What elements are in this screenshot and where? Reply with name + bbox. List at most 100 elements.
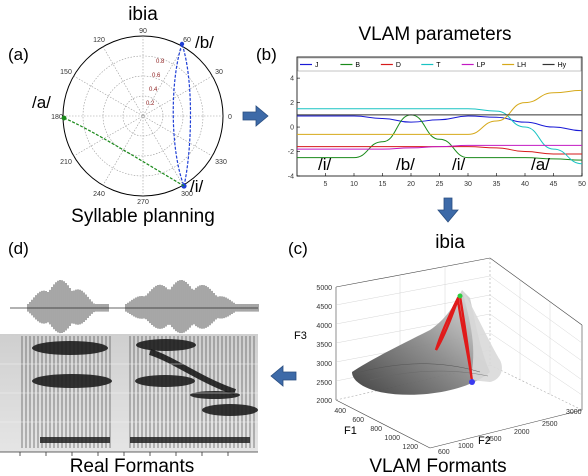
legend-entry: D [396,62,401,69]
legend-entry: LH [517,62,526,69]
x-tick-label: 50 [578,181,586,188]
legend-entry: Hy [558,62,567,69]
legend-entry: T [436,62,441,69]
radius-labels: 0.2 0.4 0.6 0.8 [146,59,165,107]
panel-a-title: ibia [128,4,158,25]
f2-tick: 2500 [542,421,558,428]
formant-trajectory [434,293,475,385]
x-tick-label: 45 [550,181,558,188]
angle-label: 330 [215,159,227,166]
phoneme-label: /b/ [396,155,415,174]
panel-d-letter: (d) [8,239,29,258]
y-tick-label: -4 [288,174,294,181]
f1-tick: 600 [352,417,364,424]
f1-tick: 800 [370,426,382,433]
f3-tick: 4500 [316,304,332,311]
series-line-b [297,114,583,161]
a-trajectory [61,115,185,187]
f3-tick: 3000 [316,361,332,368]
panel-c: (c) ibia [288,232,583,476]
x-tick-label: 25 [436,181,444,188]
y-tick-label: 2 [290,100,294,107]
angle-label: 270 [137,199,149,206]
f2-axis-label: F2 [478,435,491,447]
start-marker [469,379,475,385]
panel-a: (a) ibia 90 60 30 0 330 300 270 240 210 … [8,4,232,227]
parameter-lines [296,89,583,165]
angle-label: 150 [60,69,72,76]
f2-tick: 3000 [566,409,582,416]
formant-surface [352,290,502,395]
phoneme-a-label: /a/ [32,93,51,112]
radius-label: 0.6 [152,73,161,79]
panel-b-title: VLAM parameters [358,24,511,45]
3d-axes-box [335,257,583,449]
x-tick-label: 20 [407,181,415,188]
end-marker [457,293,463,299]
legend-entry: B [355,62,360,69]
f3-tick: 2000 [316,398,332,405]
angle-label: 0 [228,114,232,121]
legend-entry: J [315,62,319,69]
f3-tick: 3500 [316,342,332,349]
x-ticks: 5 10 15 20 25 30 35 40 45 50 [324,173,586,188]
angle-label: 30 [215,69,223,76]
angle-label: 210 [60,159,72,166]
series-line-j [296,115,583,132]
f1-tick: 400 [334,408,346,415]
series-line-lh [297,89,583,135]
legend-entry: LP [477,62,486,69]
angle-label: 120 [93,37,105,44]
series-line-lp [296,144,582,150]
y-tick-label: 0 [290,125,294,132]
panel-d: (d) [0,239,259,476]
f2-ticks: 600 1000 1500 2000 2500 3000 [438,409,582,456]
phoneme-label: /i/ [452,155,466,174]
x-tick-label: 15 [379,181,387,188]
panel-d-caption: Real Formants [70,456,195,476]
arrow-left [270,365,297,387]
f3-tick: 5000 [316,285,332,292]
f1-axis-label: F1 [344,425,357,437]
panel-c-caption: VLAM Formants [369,456,506,476]
y-ticks: 4 2 0 -2 -4 [288,76,300,181]
f2-tick: 600 [438,449,450,456]
f3-axis-label: F3 [294,330,307,342]
spectrogram [0,334,258,456]
phoneme-i-label: /i/ [190,177,204,196]
x-tick-label: 10 [350,181,358,188]
angle-label: 180 [51,114,63,121]
f1-ticks: 400 600 800 1000 1200 [334,408,418,451]
angle-label: 90 [139,28,147,35]
panel-c-letter: (c) [288,239,308,258]
f2-tick: 2000 [514,429,530,436]
panel-b-letter: (b) [256,45,277,64]
f2-tick: 1500 [486,436,502,443]
x-tick-label: 30 [464,181,472,188]
x-tick-label: 40 [521,181,529,188]
f2-tick: 1000 [458,443,474,450]
arrow-right [242,105,269,127]
y-tick-label: -2 [288,149,294,156]
angle-label: 60 [183,37,191,44]
arrow-down [437,197,459,223]
f3-tick: 2500 [316,380,332,387]
polar-plot [62,35,224,197]
panel-b: (b) VLAM parameters 420-2-4 5 10 15 20 25 30 3… [256,24,586,188]
radius-label: 0.4 [149,87,158,93]
panel-a-caption: Syllable planning [71,206,215,227]
waveform [10,280,259,334]
panel-a-letter: (a) [8,45,29,64]
series-line-t [296,108,583,165]
x-tick-label: 35 [493,181,501,188]
panel-c-title: ibia [435,232,465,253]
legend: J B D T LP LH Hy [297,57,582,72]
angle-labels: 90 60 30 0 330 300 270 240 210 180 150 1… [51,28,232,206]
x-tick-label: 5 [324,181,328,188]
angle-label: 240 [93,191,105,198]
phoneme-label: /i/ [318,155,332,174]
radius-label: 0.2 [146,101,155,107]
y-tick-label: 4 [290,76,294,83]
phoneme-label: /a/ [531,155,550,174]
f1-tick: 1000 [384,435,400,442]
